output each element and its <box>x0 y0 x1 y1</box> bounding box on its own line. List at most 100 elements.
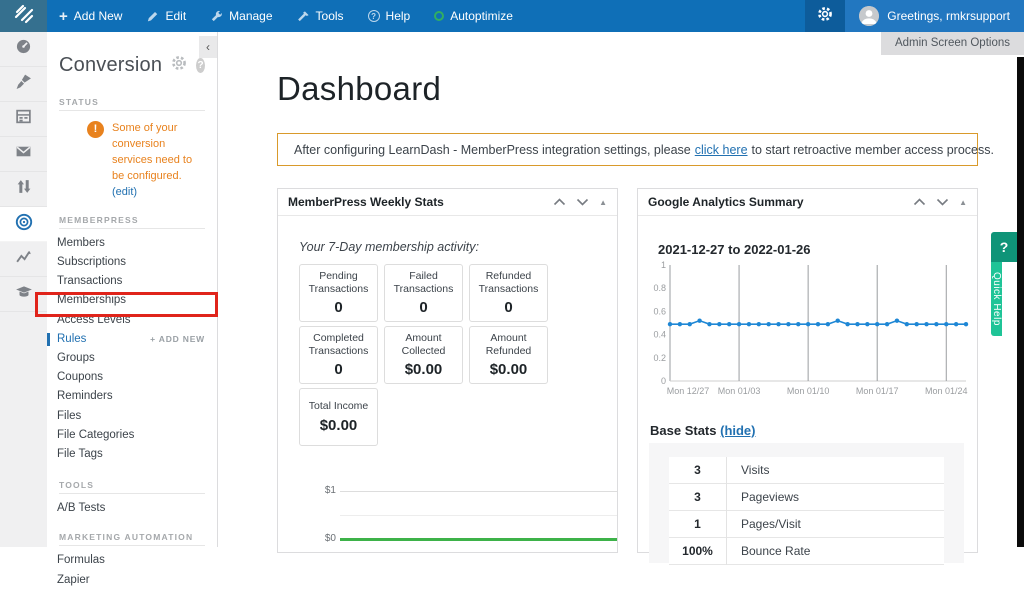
admin-bar-item-label: Autoptimize <box>450 9 513 23</box>
table-row: 100% Bounce Rate <box>669 538 944 565</box>
sidebar-item-transactions[interactable]: Transactions <box>57 272 205 291</box>
svg-text:0: 0 <box>661 376 666 386</box>
hide-link[interactable]: (hide) <box>720 423 755 438</box>
svg-text:Mon 12/27: Mon 12/27 <box>667 386 710 396</box>
sidebar-item-file-tags[interactable]: File Tags <box>57 445 205 464</box>
analytics-chart-icon <box>15 248 32 270</box>
svg-text:0.6: 0.6 <box>653 306 666 316</box>
page-title: Dashboard <box>277 70 441 108</box>
move-down-icon[interactable] <box>576 198 589 206</box>
admin-bar-edit[interactable]: Edit <box>134 0 198 32</box>
admin-bar-tools[interactable]: Tools <box>285 0 356 32</box>
graduation-cap-icon <box>15 283 33 306</box>
forms-icon <box>15 108 32 130</box>
notice-text: After configuring LearnDash - MemberPres… <box>294 143 691 157</box>
section-heading-status: STATUS <box>47 91 217 110</box>
sidebar-item-access-levels[interactable]: Access Levels <box>57 311 205 330</box>
pencil-icon <box>146 10 159 23</box>
status-warning: ! Some of your conversion services need … <box>47 111 217 209</box>
click-here-link[interactable]: click here <box>695 143 748 157</box>
svg-text:Mon 01/24: Mon 01/24 <box>925 386 968 396</box>
weekly-stats-panel: MemberPress Weekly Stats ▲ Your 7-Day me… <box>277 188 618 553</box>
admin-bar-user-menu[interactable]: Greetings, rmkrsupport <box>845 0 1024 32</box>
site-logo[interactable] <box>0 0 47 32</box>
admin-bar-item-label: Tools <box>316 9 344 23</box>
sidebar-item-files[interactable]: Files <box>57 407 205 426</box>
stat-box: Completed Transactions 0 <box>299 326 378 384</box>
stat-box: Pending Transactions 0 <box>299 264 378 322</box>
rail-item-conversion-active[interactable] <box>0 207 47 242</box>
admin-bar-add-new[interactable]: + Add New <box>47 0 134 32</box>
move-down-icon[interactable] <box>936 198 949 206</box>
panel-title: Google Analytics Summary <box>648 195 804 209</box>
collapse-toggle-icon[interactable]: ▲ <box>959 198 967 207</box>
sidebar-item-file-categories[interactable]: File Categories <box>57 426 205 445</box>
sidebar-item-members[interactable]: Members <box>57 234 205 253</box>
rail-item-forms[interactable] <box>0 102 47 137</box>
sidebar-item-reminders[interactable]: Reminders <box>57 387 205 406</box>
rail-item-sort[interactable] <box>0 172 47 207</box>
panel-title: MemberPress Weekly Stats <box>288 195 444 209</box>
svg-text:Mon 01/17: Mon 01/17 <box>856 386 899 396</box>
target-icon <box>15 213 33 236</box>
admin-bar-help[interactable]: ? Help <box>356 0 423 32</box>
rail-item-analytics[interactable] <box>0 242 47 277</box>
move-up-icon[interactable] <box>553 198 566 206</box>
move-up-icon[interactable] <box>913 198 926 206</box>
admin-bar-item-label: Help <box>386 9 411 23</box>
sidebar-item-subscriptions[interactable]: Subscriptions <box>57 253 205 272</box>
ytick-label: $0 <box>302 533 336 544</box>
sort-arrows-icon <box>15 178 32 200</box>
active-item-indicator <box>47 333 50 346</box>
admin-screen-options-button[interactable]: Admin Screen Options <box>881 32 1024 55</box>
ga-summary-header[interactable]: Google Analytics Summary ▲ <box>638 189 977 216</box>
warning-text: Some of your conversion services need to… <box>112 122 192 182</box>
admin-bar-manage[interactable]: Manage <box>198 0 284 32</box>
admin-bar: + Add New Edit Manage Tools ? Help Autop… <box>0 0 1024 32</box>
hammer-icon <box>297 10 310 23</box>
stat-box: Total Income $0.00 <box>299 388 378 446</box>
table-row: 3 Pageviews <box>669 484 944 511</box>
rules-add-new-link[interactable]: + ADD NEW <box>150 330 205 349</box>
rail-item-learndash[interactable] <box>0 277 47 312</box>
ga-summary-panel: Google Analytics Summary ▲ 2021-12-27 to… <box>637 188 978 553</box>
plugin-sidebar: ‹ Conversion ? STATUS ! Some of your con… <box>47 32 218 547</box>
svg-text:0.2: 0.2 <box>653 353 666 363</box>
admin-bar-autoptimize[interactable]: Autoptimize <box>422 0 525 32</box>
sidebar-item-ab-tests[interactable]: A/B Tests <box>57 499 205 518</box>
collapse-toggle-icon[interactable]: ▲ <box>599 198 607 207</box>
rail-item-appearance[interactable] <box>0 67 47 102</box>
svg-text:0.8: 0.8 <box>653 283 666 293</box>
section-heading-memberpress: MEMBERPRESS <box>47 209 217 228</box>
user-greeting: Greetings, rmkrsupport <box>887 9 1010 23</box>
svg-text:Mon 01/10: Mon 01/10 <box>787 386 830 396</box>
ga-line-chart: 00.20.40.60.81Mon 12/27Mon 01/03Mon 01/1… <box>644 259 974 404</box>
icon-rail <box>0 32 47 547</box>
gridline <box>340 491 617 492</box>
edit-link[interactable]: (edit) <box>112 186 137 198</box>
sidebar-item-rules[interactable]: Rules + ADD NEW <box>57 330 205 349</box>
sidebar-item-memberships[interactable]: Memberships <box>57 291 205 310</box>
sidebar-item-groups[interactable]: Groups <box>57 349 205 368</box>
stat-box: Amount Collected $0.00 <box>384 326 463 384</box>
sidebar-help-icon[interactable]: ? <box>196 58 205 73</box>
admin-bar-settings-button[interactable] <box>805 0 845 32</box>
svg-text:0.4: 0.4 <box>653 330 666 340</box>
rail-item-dashboard[interactable] <box>0 32 47 67</box>
rail-item-mail[interactable] <box>0 137 47 172</box>
weekly-stats-subtitle: Your 7-Day membership activity: <box>299 240 617 254</box>
stats-grid: Pending Transactions 0 Failed Transactio… <box>299 264 617 446</box>
gridline <box>340 515 617 516</box>
stat-box: Refunded Transactions 0 <box>469 264 548 322</box>
sidebar-item-zapier[interactable]: Zapier <box>57 571 205 590</box>
sidebar-collapse-button[interactable]: ‹ <box>199 36 217 58</box>
section-heading-marketing: MARKETING AUTOMATION <box>47 526 217 545</box>
quick-help-tab[interactable]: ? Quick Help <box>991 232 1017 336</box>
sidebar-item-coupons[interactable]: Coupons <box>57 368 205 387</box>
section-heading-tools: TOOLS <box>47 474 217 493</box>
sidebar-gear-icon[interactable] <box>171 55 187 76</box>
weekly-stats-header[interactable]: MemberPress Weekly Stats ▲ <box>278 189 617 216</box>
sidebar-item-formulas[interactable]: Formulas <box>57 551 205 570</box>
autoptimize-ring-icon <box>434 11 444 21</box>
stripes-logo-icon <box>13 4 35 29</box>
